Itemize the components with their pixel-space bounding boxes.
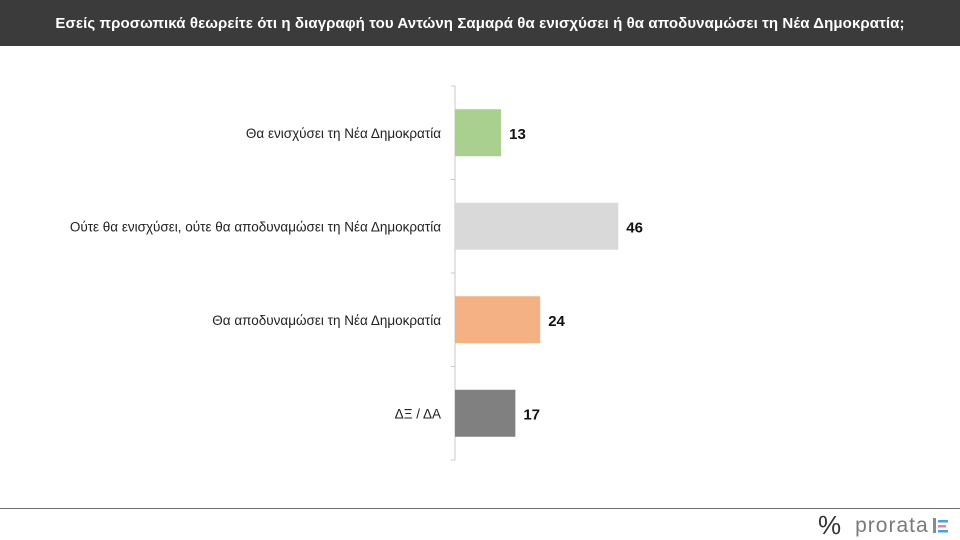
category-label: Θα ενισχύσει τη Νέα Δημοκρατία (246, 126, 441, 141)
category-label: Θα αποδυναμώσει τη Νέα Δημοκρατία (212, 313, 441, 328)
data-label: 46 (626, 219, 643, 236)
logo-wordmark: prorata (855, 513, 929, 537)
percent-icon: % (818, 510, 842, 540)
bar (455, 296, 541, 344)
footer-divider (0, 508, 960, 509)
question-header: Εσείς προσωπικά θεωρείτε ότι η διαγραφή … (0, 0, 960, 46)
prorata-logo: % prorata (818, 511, 949, 539)
bar (455, 109, 502, 157)
data-label: 13 (509, 126, 526, 143)
bar (455, 389, 516, 437)
logo-bars-icon (932, 518, 948, 533)
question-title: Εσείς προσωπικά θεωρείτε ότι η διαγραφή … (55, 14, 905, 32)
data-label: 17 (523, 406, 540, 423)
category-label: Ούτε θα ενισχύσει, ούτε θα αποδυναμώσει … (70, 219, 441, 234)
bar (455, 202, 619, 250)
data-label: 24 (548, 313, 565, 330)
bar-chart: Θα ενισχύσει τη Νέα Δημοκρατία Ούτε θα εν… (70, 85, 643, 461)
category-label: ΔΞ / ΔΑ (395, 406, 441, 421)
